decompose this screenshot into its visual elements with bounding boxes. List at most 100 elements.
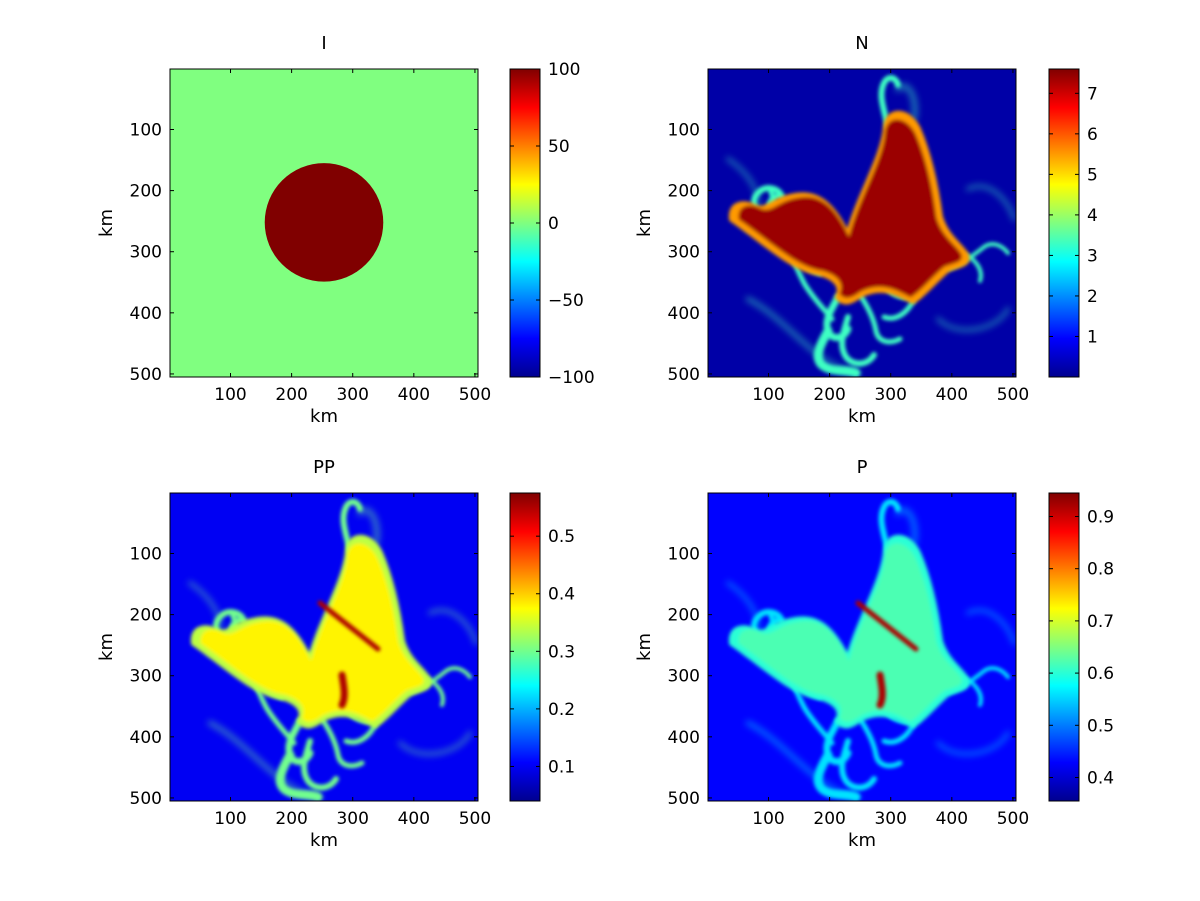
- high-streaks: [855, 600, 919, 709]
- x-tick-label: 200: [813, 809, 845, 829]
- colorbar: 0.4 0.5 0.6 0.7 0.8 0.9: [1048, 492, 1114, 802]
- y-tick-label: 500: [668, 789, 700, 809]
- y-tick-label: 400: [668, 728, 700, 748]
- y-tick-label: 300: [130, 243, 162, 263]
- y-tick-label: 500: [130, 365, 162, 385]
- x-tick-label: 100: [214, 385, 246, 405]
- axes-frame: [707, 68, 1017, 378]
- axes-frame: [707, 492, 1017, 802]
- y-tick-label: 200: [668, 606, 700, 626]
- colorbar-tick-label: 0.7: [1087, 612, 1114, 632]
- disk-region: [264, 163, 384, 282]
- x-tick-label: 200: [275, 809, 307, 829]
- y-tick-label: 400: [130, 304, 162, 324]
- y-tick-label: 200: [130, 606, 162, 626]
- heatmap-image: [708, 69, 1016, 377]
- axes-frame: [169, 492, 479, 802]
- x-axis-label: km: [848, 830, 876, 851]
- x-tick-label: 300: [336, 385, 368, 405]
- colorbar-tick-label: 0.8: [1087, 560, 1114, 580]
- y-tick-label: 100: [130, 121, 162, 141]
- heatmap-image: [170, 493, 478, 801]
- colorbar-tick-label: 0.5: [548, 527, 575, 547]
- x-tick-label: 500: [459, 809, 491, 829]
- colorbar-tick-label: 0.6: [1087, 664, 1114, 684]
- colorbar-tick-label: 2: [1087, 287, 1098, 307]
- x-tick-label: 400: [398, 385, 430, 405]
- y-tick-label: 500: [130, 789, 162, 809]
- colorbar-tick-label: 50: [548, 137, 570, 157]
- colorbar-frame: [509, 492, 541, 802]
- y-axis-label: km: [634, 209, 655, 237]
- x-axis-label: km: [310, 830, 338, 851]
- x-tick-label: 400: [398, 809, 430, 829]
- y-axis-label: km: [634, 633, 655, 661]
- y-tick-label: 300: [668, 667, 700, 687]
- colorbar-tick-label: 7: [1087, 84, 1098, 104]
- colorbar-tick-label: 3: [1087, 246, 1098, 266]
- colorbar-tick-label: 0.9: [1087, 507, 1114, 527]
- y-tick-label: 100: [668, 121, 700, 141]
- y-tick-label: 400: [130, 728, 162, 748]
- x-tick-label: 400: [936, 385, 968, 405]
- y-axis-label: km: [96, 209, 117, 237]
- colorbar-tick-label: 4: [1087, 206, 1098, 226]
- colorbar-tick-label: 0.3: [548, 642, 575, 662]
- high-streaks: [317, 600, 381, 709]
- y-tick-label: 500: [668, 365, 700, 385]
- colorbar-tick-label: 0.1: [548, 757, 575, 777]
- colorbar-gradient: [510, 493, 540, 801]
- colorbar-tick-label: 100: [548, 60, 580, 80]
- panel-n: N 100 200 300 400 500 100 200 300 400 500 km km 1 2 3 4 5…: [634, 33, 1098, 427]
- y-axis-label: km: [96, 633, 117, 661]
- heatmap-image: [170, 69, 478, 377]
- y-tick-label: 200: [130, 182, 162, 202]
- colorbar: 0.1 0.2 0.3 0.4 0.5: [509, 492, 575, 802]
- x-tick-label: 100: [752, 809, 784, 829]
- colorbar-tick-label: 0.5: [1087, 716, 1114, 736]
- colorbar: −100 −50 0 50 100: [509, 60, 595, 388]
- x-tick-label: 500: [459, 385, 491, 405]
- x-tick-label: 500: [997, 809, 1029, 829]
- colorbar-tick-label: 0: [548, 214, 559, 234]
- x-tick-label: 300: [336, 809, 368, 829]
- colorbar-tick-label: 5: [1087, 165, 1098, 185]
- x-tick-label: 200: [275, 385, 307, 405]
- colorbar-gradient: [510, 69, 540, 377]
- heatmap-image: [708, 493, 1016, 801]
- panel-title: N: [855, 33, 868, 54]
- x-tick-label: 100: [752, 385, 784, 405]
- colorbar-tick-label: 0.2: [548, 700, 575, 720]
- x-tick-label: 500: [997, 385, 1029, 405]
- x-tick-label: 200: [813, 385, 845, 405]
- y-tick-label: 100: [130, 545, 162, 565]
- faint-wisps: [726, 83, 1016, 376]
- x-tick-label: 300: [874, 385, 906, 405]
- colorbar-tick-label: 6: [1087, 125, 1098, 145]
- y-tick-label: 400: [668, 304, 700, 324]
- colorbar-gradient: [1049, 69, 1079, 377]
- x-tick-label: 100: [214, 809, 246, 829]
- y-tick-label: 100: [668, 545, 700, 565]
- panel-title: I: [321, 33, 326, 54]
- y-tick-label: 200: [668, 182, 700, 202]
- colorbar-tick-label: 0.4: [1087, 769, 1114, 789]
- colorbar-frame: [1048, 492, 1080, 802]
- panel-title: P: [857, 457, 868, 478]
- colorbar-gradient: [1049, 493, 1079, 801]
- colorbar-frame: [1048, 68, 1080, 378]
- colorbar-tick-label: 0.4: [548, 585, 575, 605]
- colorbar: 1 2 3 4 5 6 7: [1048, 68, 1098, 378]
- x-axis-label: km: [310, 406, 338, 427]
- y-tick-label: 300: [130, 667, 162, 687]
- x-tick-label: 400: [936, 809, 968, 829]
- colorbar-tick-label: −50: [548, 291, 584, 311]
- axes-frame: [169, 68, 479, 378]
- x-axis-label: km: [848, 406, 876, 427]
- colorbar-tick-label: 1: [1087, 327, 1098, 347]
- panel-title: PP: [313, 457, 335, 478]
